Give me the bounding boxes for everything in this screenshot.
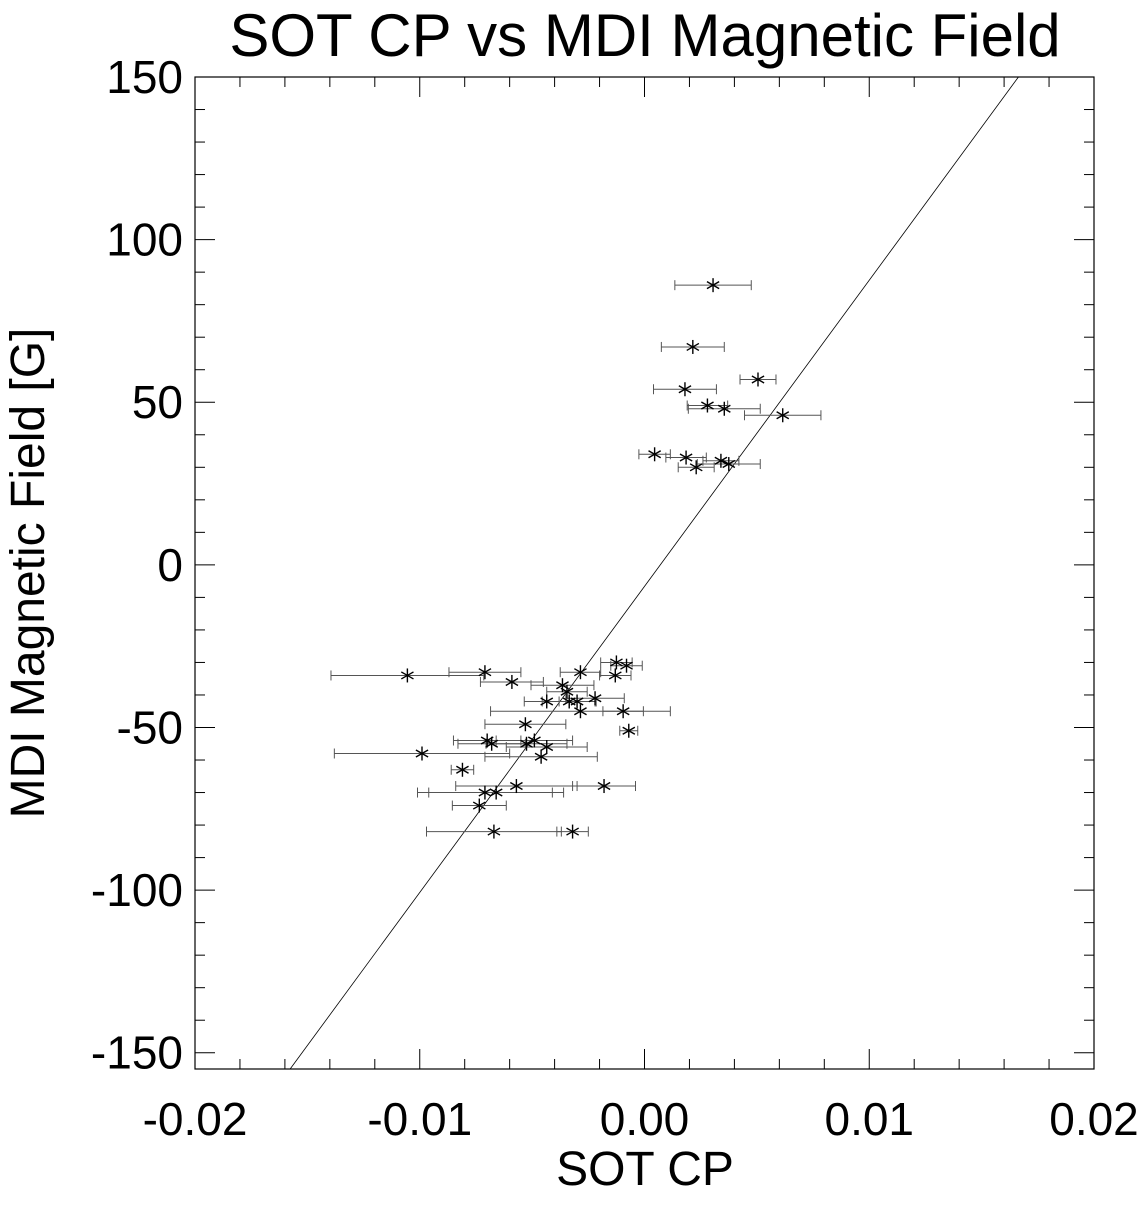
data-point-asterisk: [597, 779, 611, 794]
data-point-asterisk: [478, 665, 492, 680]
data-point-asterisk: [689, 460, 703, 475]
data-point-asterisk: [518, 717, 532, 732]
data-point-asterisk: [400, 668, 414, 683]
y-tick-label: 50: [132, 376, 183, 428]
data-point-asterisk: [527, 733, 541, 748]
chart-title: SOT CP vs MDI Magnetic Field: [229, 2, 1060, 69]
data-point-asterisk: [570, 694, 584, 709]
y-tick-label: 100: [106, 214, 183, 266]
y-tick-label: -100: [91, 864, 183, 916]
y-tick-labels: 150 100 50 0 -50 -100 -150: [91, 51, 183, 1079]
data-point-asterisk: [609, 655, 623, 670]
data-point-asterisk: [678, 382, 692, 397]
data-point-asterisk: [540, 694, 554, 709]
data-point-asterisk: [540, 740, 554, 755]
data-point-asterisk: [560, 684, 574, 699]
data-point-asterisk: [706, 278, 720, 293]
data-point-asterisk: [574, 665, 587, 680]
x-tick-labels: -0.02 -0.01 0.00 0.01 0.02: [143, 1093, 1139, 1145]
x-axis-label: SOT CP: [556, 1143, 734, 1196]
axis-ticks: [194, 76, 1095, 1069]
y-axis-label: MDI Magnetic Field [G]: [2, 328, 55, 819]
plot-frame: [194, 76, 1095, 1070]
error-bars: [330, 280, 822, 837]
y-tick-label: 150: [106, 51, 183, 103]
data-point-asterisk: [714, 453, 728, 468]
data-point-asterisk: [478, 785, 492, 800]
y-tick-label: -50: [117, 701, 183, 753]
data-point-asterisk: [622, 723, 636, 738]
data-point-asterisk: [534, 749, 548, 764]
data-point-asterisk: [648, 447, 662, 462]
y-tick-label: 0: [157, 539, 183, 591]
data-point-asterisk: [620, 658, 633, 673]
data-point-asterisk: [686, 339, 700, 354]
data-point-asterisk: [415, 746, 429, 761]
data-point-asterisk: [520, 736, 533, 751]
fit-line-group: [289, 76, 1019, 1070]
data-point-asterisk: [472, 798, 486, 813]
data-point-asterisk: [751, 372, 765, 387]
x-tick-label: -0.01: [367, 1093, 472, 1145]
data-point-asterisk: [722, 457, 736, 472]
data-point-asterisk: [485, 736, 499, 751]
data-point-asterisk: [487, 824, 501, 839]
x-tick-label: -0.02: [143, 1093, 248, 1145]
data-point-asterisk: [608, 668, 622, 683]
data-point-asterisk: [700, 398, 714, 413]
fit-line: [289, 76, 1019, 1070]
data-point-asterisk: [588, 691, 602, 706]
x-tick-label: 0.02: [1049, 1093, 1139, 1145]
data-point-asterisk: [574, 704, 587, 719]
data-point-asterisk: [679, 450, 693, 465]
x-tick-label: 0.00: [600, 1093, 690, 1145]
data-points: [400, 278, 790, 839]
data-point-asterisk: [489, 785, 503, 800]
x-tick-label: 0.01: [824, 1093, 914, 1145]
data-point-asterisk: [509, 779, 523, 794]
data-point-asterisk: [717, 401, 731, 416]
data-point-asterisk: [776, 408, 790, 423]
y-tick-label: -150: [91, 1027, 183, 1079]
data-point-asterisk: [616, 704, 630, 719]
data-point-asterisk: [456, 762, 469, 777]
data-point-asterisk: [505, 674, 519, 689]
data-point-asterisk: [566, 824, 580, 839]
